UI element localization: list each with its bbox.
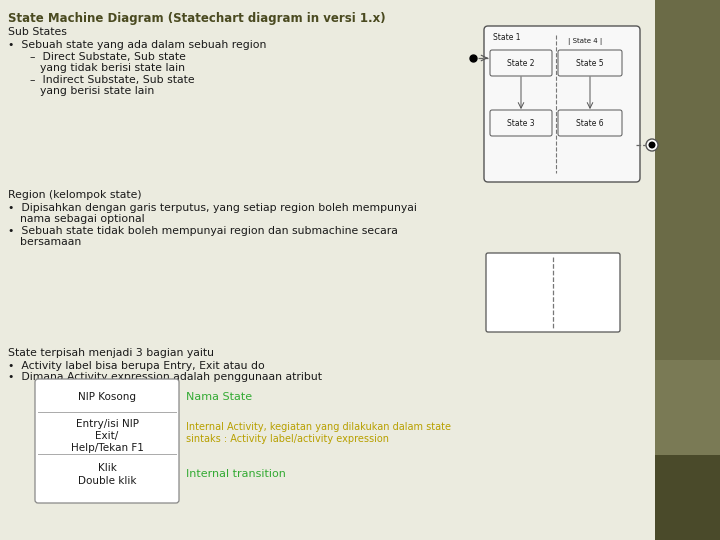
Text: Sub States: Sub States (8, 27, 67, 37)
Circle shape (646, 139, 658, 151)
Text: Internal Activity, kegiatan yang dilakukan dalam state: Internal Activity, kegiatan yang dilakuk… (186, 422, 451, 432)
Text: sintaks : Activity label/activity expression: sintaks : Activity label/activity expres… (186, 434, 389, 444)
Text: Nama State: Nama State (186, 392, 252, 402)
Text: •  Dimana Activity expression adalah penggunaan atribut: • Dimana Activity expression adalah peng… (8, 372, 322, 382)
Text: NIP Kosong: NIP Kosong (78, 392, 136, 402)
Text: bersamaan: bersamaan (20, 237, 81, 247)
Text: State 5: State 5 (576, 58, 604, 68)
FancyBboxPatch shape (484, 26, 640, 182)
Text: State 2: State 2 (508, 58, 535, 68)
Circle shape (649, 141, 655, 149)
Bar (655, 360, 720, 455)
Text: •  Sebuah state yang ada dalam sebuah region: • Sebuah state yang ada dalam sebuah reg… (8, 40, 266, 50)
Text: | State 4 |: | State 4 | (568, 38, 602, 45)
Text: –  Direct Substate, Sub state: – Direct Substate, Sub state (30, 52, 186, 62)
FancyBboxPatch shape (486, 253, 620, 332)
Text: nama sebagai optional: nama sebagai optional (20, 214, 145, 224)
Text: •  Sebuah state tidak boleh mempunyai region dan submachine secara: • Sebuah state tidak boleh mempunyai reg… (8, 226, 398, 236)
FancyBboxPatch shape (490, 110, 552, 136)
Text: State 1: State 1 (493, 33, 521, 42)
Bar (655, 455, 720, 540)
Text: Entry/isi NIP: Entry/isi NIP (76, 419, 138, 429)
Text: State 6: State 6 (576, 118, 604, 127)
Text: Exit/: Exit/ (95, 431, 119, 441)
Text: Region (kelompok state): Region (kelompok state) (8, 190, 142, 200)
FancyBboxPatch shape (35, 379, 179, 503)
Text: Klik: Klik (98, 463, 117, 473)
Text: State 3: State 3 (507, 118, 535, 127)
FancyBboxPatch shape (558, 110, 622, 136)
Text: •  Activity label bisa berupa Entry, Exit atau do: • Activity label bisa berupa Entry, Exit… (8, 361, 265, 371)
Text: State terpisah menjadi 3 bagian yaitu: State terpisah menjadi 3 bagian yaitu (8, 348, 214, 358)
Text: yang berisi state lain: yang berisi state lain (40, 86, 154, 96)
Text: •  Dipisahkan dengan garis terputus, yang setiap region boleh mempunyai: • Dipisahkan dengan garis terputus, yang… (8, 203, 417, 213)
Bar (655, 0, 720, 540)
FancyBboxPatch shape (558, 50, 622, 76)
Text: Help/Tekan F1: Help/Tekan F1 (71, 443, 143, 453)
FancyBboxPatch shape (490, 50, 552, 76)
Text: State Machine Diagram (Statechart diagram in versi 1.x): State Machine Diagram (Statechart diagra… (8, 12, 386, 25)
Text: Internal transition: Internal transition (186, 469, 286, 479)
Text: Double klik: Double klik (78, 476, 136, 486)
Text: –  Indirect Substate, Sub state: – Indirect Substate, Sub state (30, 75, 194, 85)
Text: yang tidak berisi state lain: yang tidak berisi state lain (40, 63, 185, 73)
